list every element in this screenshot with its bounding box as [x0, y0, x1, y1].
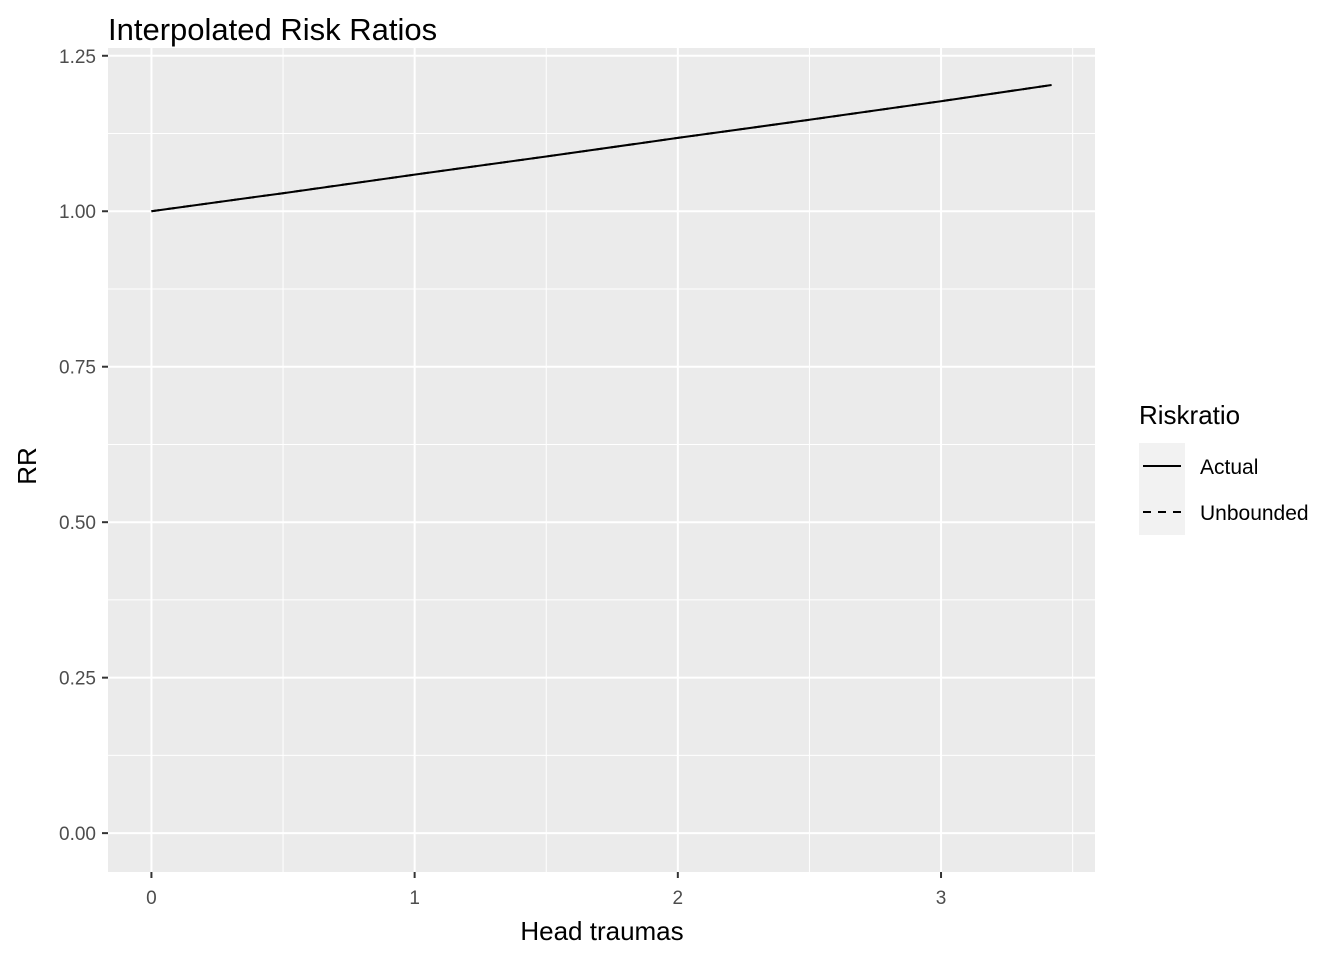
y-tick-label: 0.50	[59, 513, 96, 534]
x-axis-title: Head traumas	[520, 916, 683, 946]
panel-background	[108, 48, 1095, 872]
x-tick-label: 2	[673, 888, 684, 909]
legend: Riskratio Actual Unbounded	[1139, 400, 1309, 535]
series-line-unbounded	[151, 84, 1052, 213]
x-tick-label: 3	[936, 888, 947, 909]
legend-title: Riskratio	[1139, 400, 1240, 430]
y-tick-label: 0.75	[59, 358, 96, 379]
x-axis: 0 1 2 3	[146, 872, 946, 909]
y-tick-label: 0.00	[59, 824, 96, 845]
legend-label-actual: Actual	[1200, 456, 1258, 479]
chart-title: Interpolated Risk Ratios	[108, 12, 437, 47]
y-tick-label: 0.25	[59, 669, 96, 690]
y-tick-label: 1.00	[59, 202, 96, 223]
legend-label-unbounded: Unbounded	[1200, 502, 1309, 525]
plot-panel	[108, 48, 1095, 872]
y-axis-title: RR	[12, 447, 42, 485]
y-tick-label: 1.25	[59, 47, 96, 68]
x-tick-label: 0	[146, 888, 157, 909]
y-axis: 0.00 0.25 0.50 0.75 1.00 1.25	[59, 47, 108, 845]
x-tick-label: 1	[409, 888, 420, 909]
